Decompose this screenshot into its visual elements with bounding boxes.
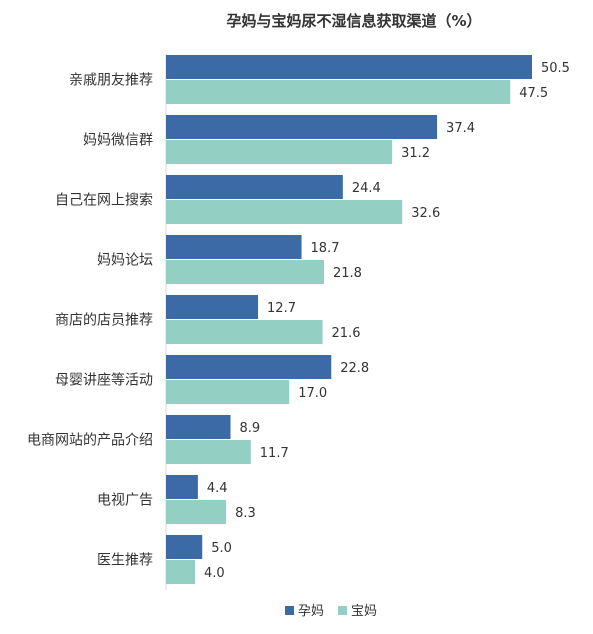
category-label: 商店的店员推荐 bbox=[55, 313, 153, 329]
category-group: 亲戚朋友推荐 50.5 47.5 bbox=[69, 55, 570, 104]
data-label: 22.8 bbox=[340, 361, 369, 376]
data-label: 18.7 bbox=[311, 241, 340, 256]
data-label: 31.2 bbox=[401, 146, 430, 161]
category-group: 妈妈微信群 37.4 31.2 bbox=[83, 115, 475, 164]
category-group: 医生推荐 5.0 4.0 bbox=[97, 535, 232, 584]
data-label: 21.8 bbox=[333, 266, 362, 281]
legend-swatch-series-2 bbox=[338, 606, 347, 615]
legend-label: 宝妈 bbox=[351, 604, 377, 619]
bar-series-1 bbox=[166, 475, 198, 499]
bar-series-2 bbox=[166, 140, 393, 164]
bar-series-2 bbox=[166, 500, 227, 524]
data-label: 32.6 bbox=[411, 206, 440, 221]
data-label: 47.5 bbox=[519, 86, 548, 101]
category-label: 母婴讲座等活动 bbox=[55, 372, 153, 389]
bar-series-2 bbox=[166, 80, 511, 104]
category-label: 亲戚朋友推荐 bbox=[69, 73, 153, 89]
data-label: 8.9 bbox=[240, 421, 261, 436]
bar-series-1 bbox=[166, 535, 203, 559]
bar-series-1 bbox=[166, 235, 302, 259]
category-label: 妈妈论坛 bbox=[97, 253, 153, 269]
category-label: 妈妈微信群 bbox=[83, 133, 153, 149]
bar-series-1 bbox=[166, 175, 343, 199]
bar-series-2 bbox=[166, 440, 251, 464]
data-label: 12.7 bbox=[267, 301, 296, 316]
bar-series-1 bbox=[166, 415, 231, 439]
category-group: 自己在网上搜索 24.4 32.6 bbox=[55, 175, 440, 224]
category-group: 母婴讲座等活动 22.8 17.0 bbox=[55, 355, 369, 404]
category-label: 电视广告 bbox=[97, 493, 153, 509]
data-label: 37.4 bbox=[446, 121, 475, 136]
bar-series-2 bbox=[166, 320, 323, 344]
bar-series-1 bbox=[166, 295, 259, 319]
bar-series-2 bbox=[166, 380, 290, 404]
category-group: 商店的店员推荐 12.7 21.6 bbox=[55, 295, 360, 344]
data-label: 24.4 bbox=[352, 181, 381, 196]
bar-series-2 bbox=[166, 200, 403, 224]
data-label: 4.4 bbox=[207, 481, 228, 496]
data-label: 11.7 bbox=[260, 446, 289, 461]
category-label: 医生推荐 bbox=[97, 553, 153, 569]
category-group: 电视广告 4.4 8.3 bbox=[97, 475, 256, 524]
legend: 孕妈 宝妈 bbox=[285, 604, 377, 619]
legend-swatch-series-1 bbox=[285, 606, 294, 615]
bar-series-2 bbox=[166, 560, 195, 584]
bar-series-1 bbox=[166, 355, 332, 379]
category-group: 电商网站的产品介绍 8.9 11.7 bbox=[27, 415, 289, 464]
data-label: 50.5 bbox=[541, 61, 570, 76]
data-label: 21.6 bbox=[332, 326, 361, 341]
legend-label: 孕妈 bbox=[298, 604, 324, 619]
bar-series-1 bbox=[166, 55, 532, 79]
category-label: 自己在网上搜索 bbox=[55, 192, 153, 209]
plot-area: 亲戚朋友推荐 50.5 47.5 妈妈微信群 37.4 31.2 自己在网上搜索 24.4 32… bbox=[27, 55, 570, 584]
data-label: 4.0 bbox=[204, 566, 225, 581]
bar-series-1 bbox=[166, 115, 438, 139]
data-label: 8.3 bbox=[235, 506, 256, 521]
category-label: 电商网站的产品介绍 bbox=[27, 433, 153, 449]
chart-title: 孕妈与宝妈尿不湿信息获取渠道（%） bbox=[226, 12, 481, 30]
category-group: 妈妈论坛 18.7 21.8 bbox=[97, 235, 362, 284]
data-label: 5.0 bbox=[211, 541, 232, 556]
data-label: 17.0 bbox=[298, 386, 327, 401]
bar-series-2 bbox=[166, 260, 324, 284]
